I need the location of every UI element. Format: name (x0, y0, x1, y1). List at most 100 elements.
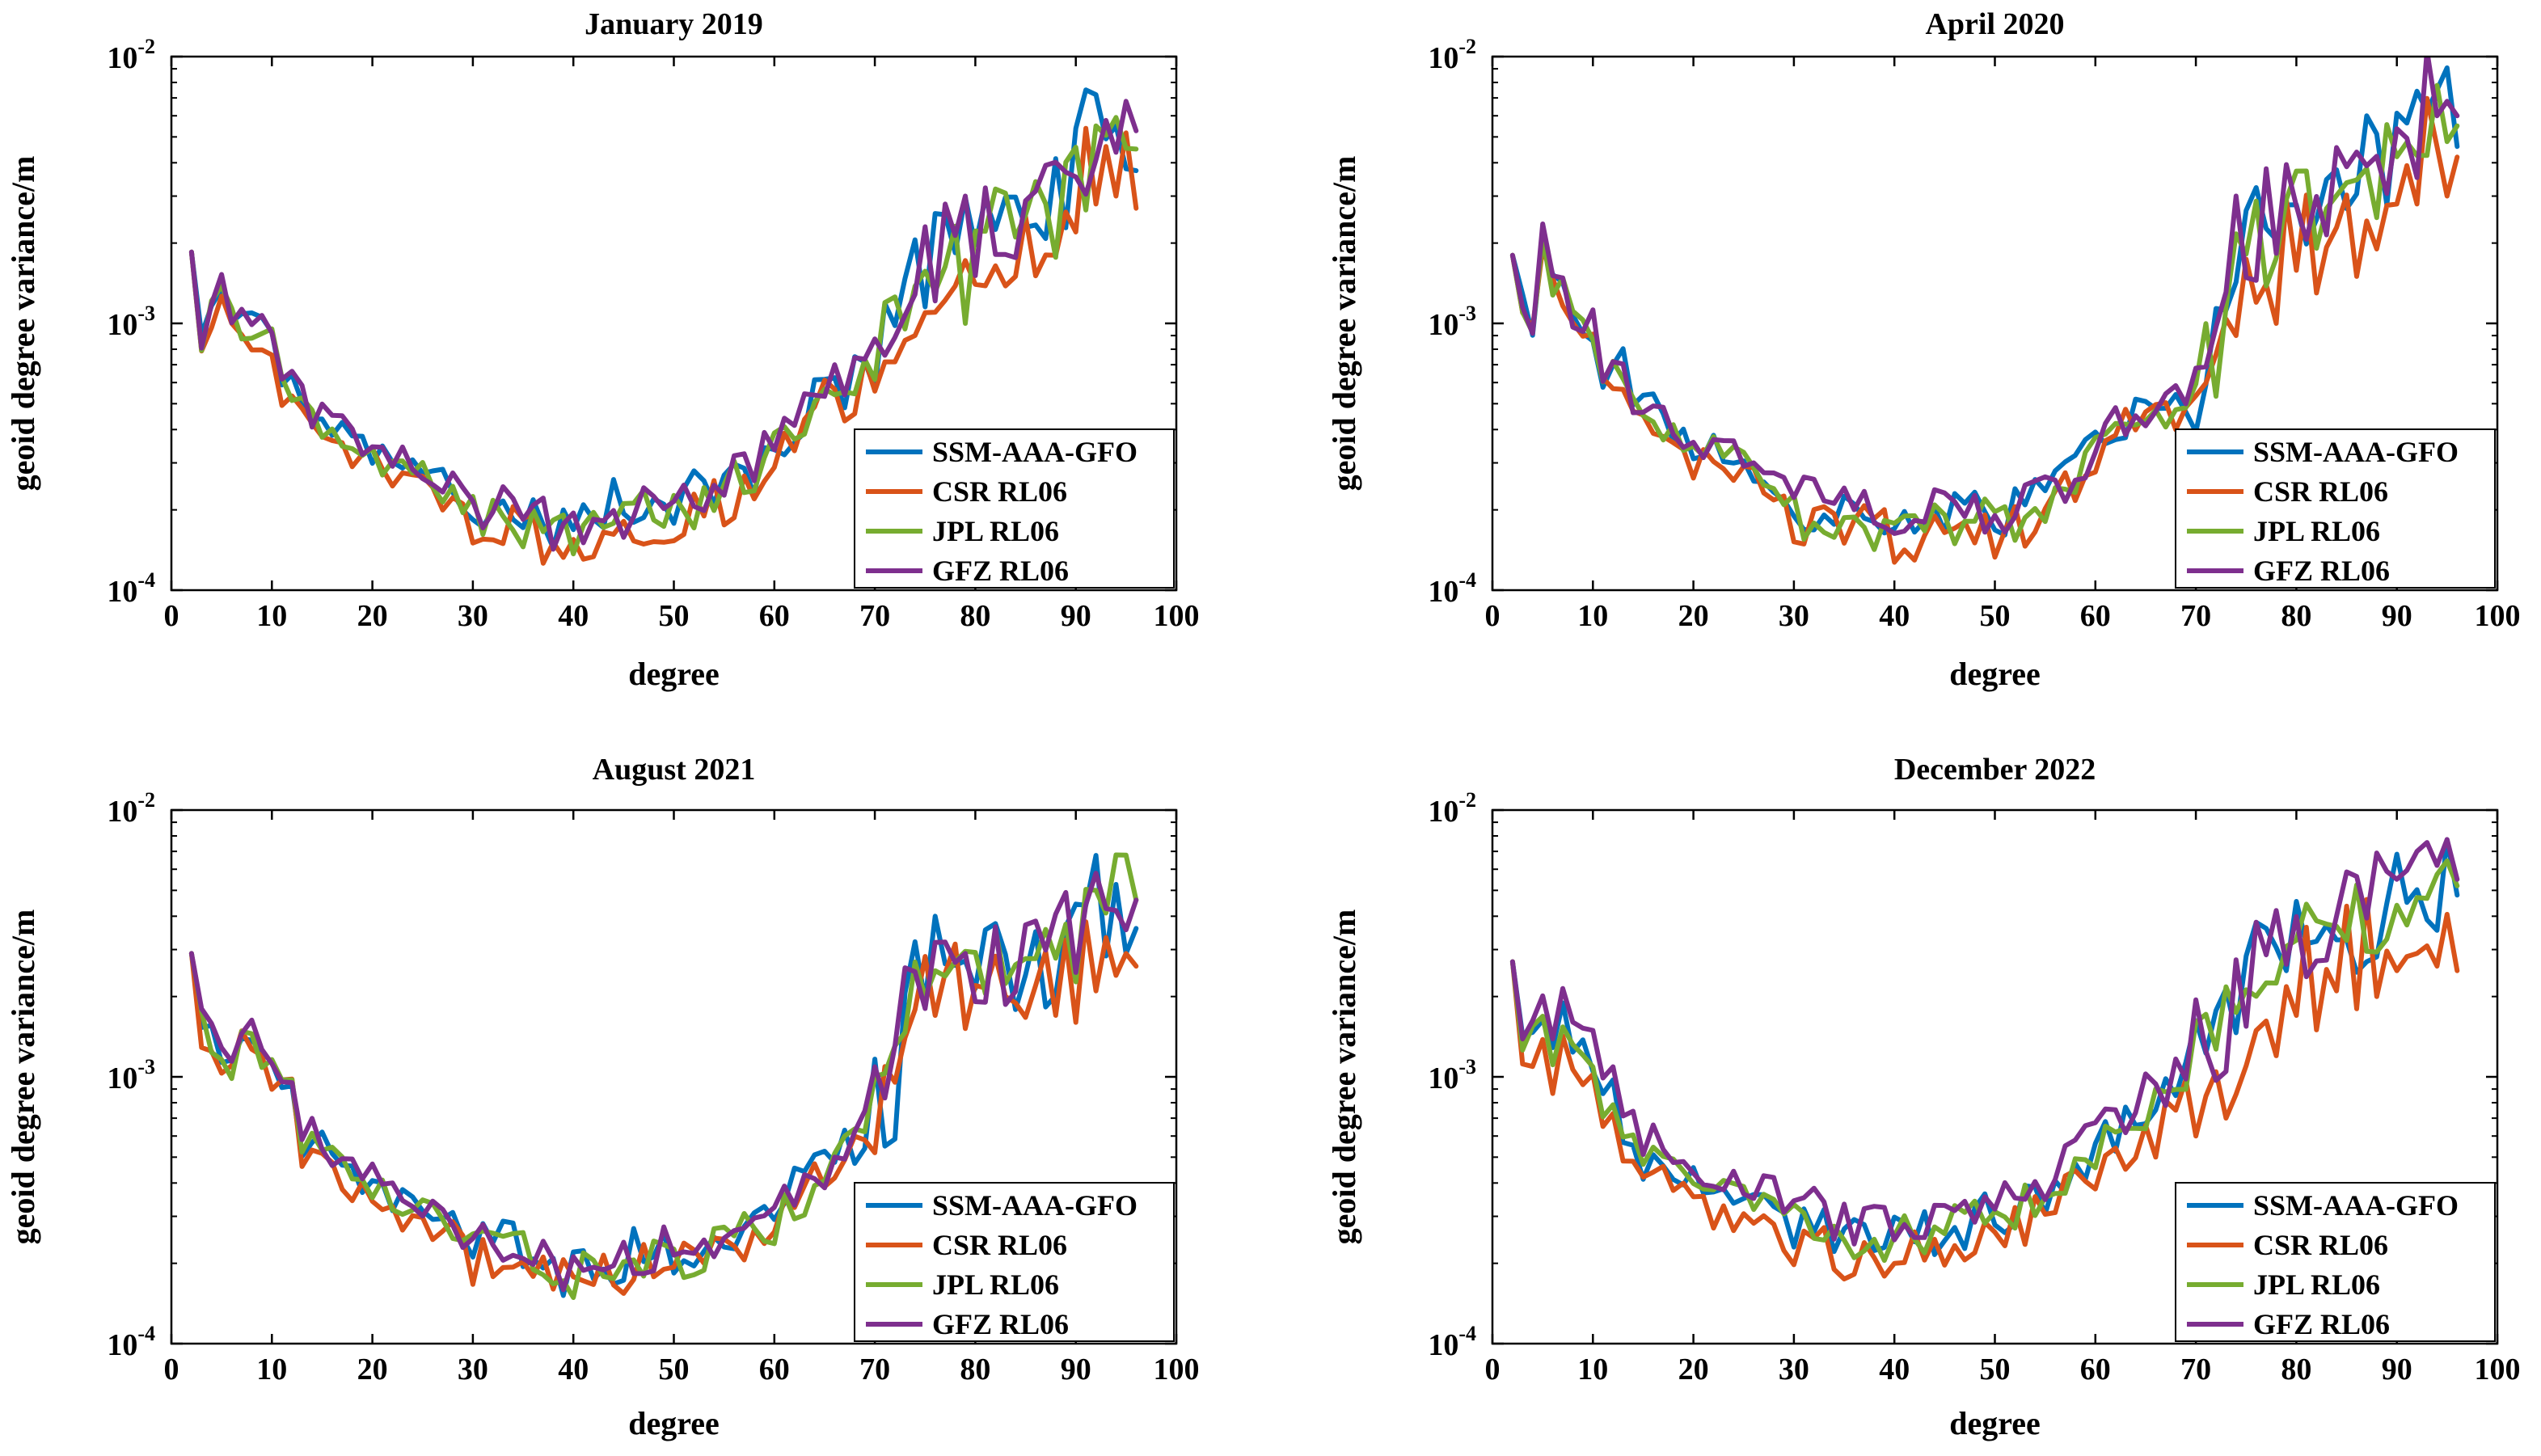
x-tick-label: 20 (1678, 1353, 1709, 1386)
x-tick-label: 90 (1061, 599, 1091, 633)
y-axis-label: geoid degree variance/m (1326, 156, 1362, 492)
x-tick-label: 60 (759, 1353, 790, 1386)
y-tick-label: 10-3 (1428, 1055, 1476, 1095)
x-tick-label: 60 (759, 599, 790, 633)
y-tick-label: 10-2 (107, 788, 155, 829)
legend-label-ssm-aaa-gfo: SSM-AAA-GFO (932, 436, 1138, 468)
x-tick-label: 100 (2475, 1353, 2521, 1386)
y-tick-label: 10-4 (1428, 1322, 1476, 1362)
chart-panel-3: 0 10 20 30 40 50 60 70 80 90 100 10-4 10-3 10-2 August… (5, 753, 1200, 1441)
x-tick-label: 90 (2382, 599, 2412, 633)
x-tick-label: 80 (960, 599, 990, 633)
chart-panel-1: 0 10 20 30 40 50 60 70 80 90 100 10-4 10-3 10-2 Januar… (5, 7, 1200, 692)
series-lines (188, 852, 1139, 1300)
x-tick-label: 20 (357, 599, 388, 633)
x-axis-label: degree (1949, 656, 2041, 692)
chart-panel-4: 0 10 20 30 40 50 60 70 80 90 100 10-4 10-3 10-2 Decemb… (1326, 753, 2521, 1441)
series-lines (1509, 57, 2460, 565)
x-tick-label: 90 (1061, 1353, 1091, 1386)
legend-label-gfz-rl06: GFZ RL06 (2253, 555, 2390, 587)
y-tick-label: 10-4 (107, 1322, 155, 1362)
legend-box (854, 1182, 1175, 1342)
legend: SSM-AAA-GFO CSR RL06 JPL RL06 GFZ RL06 (2175, 1182, 2496, 1342)
legend-label-gfz-rl06: GFZ RL06 (932, 1308, 1069, 1340)
series-line-gfz-rl06 (188, 871, 1139, 1293)
y-axis-label: geoid degree variance/m (5, 156, 41, 492)
x-tick-label: 80 (960, 1353, 990, 1386)
x-tick-label: 30 (458, 1353, 488, 1386)
legend-label-ssm-aaa-gfo: SSM-AAA-GFO (2253, 1189, 2459, 1222)
series-lines (1509, 837, 2460, 1282)
legend-label-gfz-rl06: GFZ RL06 (2253, 1308, 2390, 1340)
legend-label-csr-rl06: CSR RL06 (932, 475, 1067, 508)
y-tick-label: 10-2 (1428, 35, 1476, 75)
x-tick-label: 90 (2382, 1353, 2412, 1386)
x-tick-label: 30 (1779, 1353, 1809, 1386)
x-tick-label: 80 (2281, 599, 2311, 633)
legend-label-ssm-aaa-gfo: SSM-AAA-GFO (932, 1189, 1138, 1222)
x-tick-label: 0 (1485, 599, 1501, 633)
legend-label-jpl-rl06: JPL RL06 (2253, 515, 2380, 547)
y-tick-label: 10-2 (1428, 788, 1476, 829)
x-tick-label: 0 (164, 1353, 179, 1386)
series-line-gfz-rl06 (1509, 837, 2460, 1247)
y-tick-label: 10-4 (107, 568, 155, 609)
x-tick-label: 30 (458, 599, 488, 633)
series-lines (188, 87, 1139, 566)
x-tick-label: 0 (1485, 1353, 1501, 1386)
x-tick-label: 70 (859, 599, 890, 633)
x-axis-label: degree (1949, 1405, 2041, 1441)
x-tick-label: 60 (2080, 599, 2111, 633)
legend-label-ssm-aaa-gfo: SSM-AAA-GFO (2253, 436, 2459, 468)
series-line-csr-rl06 (188, 919, 1139, 1296)
legend-label-csr-rl06: CSR RL06 (2253, 475, 2388, 508)
x-tick-label: 40 (558, 1353, 589, 1386)
x-tick-label: 100 (1154, 1353, 1200, 1386)
chart-panel-2: 0 10 20 30 40 50 60 70 80 90 100 10-4 10-3 10-2 April … (1326, 7, 2521, 692)
x-tick-label: 50 (659, 599, 690, 633)
legend-box (2175, 1182, 2496, 1342)
x-tick-label: 70 (2180, 599, 2211, 633)
x-tick-label: 50 (659, 1353, 690, 1386)
chart-title: January 2019 (585, 7, 763, 41)
x-tick-label: 20 (357, 1353, 388, 1386)
chart-title: December 2022 (1894, 753, 2096, 787)
x-axis-label: degree (628, 1405, 720, 1441)
x-tick-label: 10 (256, 1353, 287, 1386)
chart-title: April 2020 (1925, 7, 2064, 41)
series-line-gfz-rl06 (1509, 57, 2460, 536)
legend-label-gfz-rl06: GFZ RL06 (932, 555, 1069, 587)
series-line-jpl-rl06 (188, 852, 1139, 1300)
x-tick-label: 60 (2080, 1353, 2111, 1386)
y-axis-label: geoid degree variance/m (1326, 909, 1362, 1245)
x-tick-label: 50 (1980, 1353, 2011, 1386)
x-tick-label: 50 (1980, 599, 2011, 633)
legend-label-csr-rl06: CSR RL06 (932, 1229, 1067, 1261)
legend-label-jpl-rl06: JPL RL06 (2253, 1268, 2380, 1301)
series-line-csr-rl06 (188, 125, 1139, 566)
x-tick-label: 70 (2180, 1353, 2211, 1386)
x-tick-label: 10 (256, 599, 287, 633)
y-axis-label: geoid degree variance/m (5, 909, 41, 1245)
legend: SSM-AAA-GFO CSR RL06 JPL RL06 GFZ RL06 (2175, 428, 2496, 589)
legend-box (2175, 428, 2496, 589)
x-tick-label: 40 (1879, 1353, 1910, 1386)
x-tick-label: 70 (859, 1353, 890, 1386)
x-tick-label: 0 (164, 599, 179, 633)
x-tick-label: 40 (1879, 599, 1910, 633)
legend-box (854, 428, 1175, 589)
series-line-csr-rl06 (1509, 95, 2460, 565)
chart-title: August 2021 (593, 753, 756, 787)
legend: SSM-AAA-GFO CSR RL06 JPL RL06 GFZ RL06 (854, 428, 1175, 589)
x-tick-label: 10 (1577, 1353, 1608, 1386)
legend-label-jpl-rl06: JPL RL06 (932, 1268, 1059, 1301)
x-axis-label: degree (628, 656, 720, 692)
x-tick-label: 100 (1154, 599, 1200, 633)
y-tick-label: 10-3 (107, 302, 155, 342)
x-tick-label: 30 (1779, 599, 1809, 633)
legend-label-csr-rl06: CSR RL06 (2253, 1229, 2388, 1261)
x-tick-label: 100 (2475, 599, 2521, 633)
y-tick-label: 10-3 (1428, 302, 1476, 342)
y-tick-label: 10-2 (107, 35, 155, 75)
